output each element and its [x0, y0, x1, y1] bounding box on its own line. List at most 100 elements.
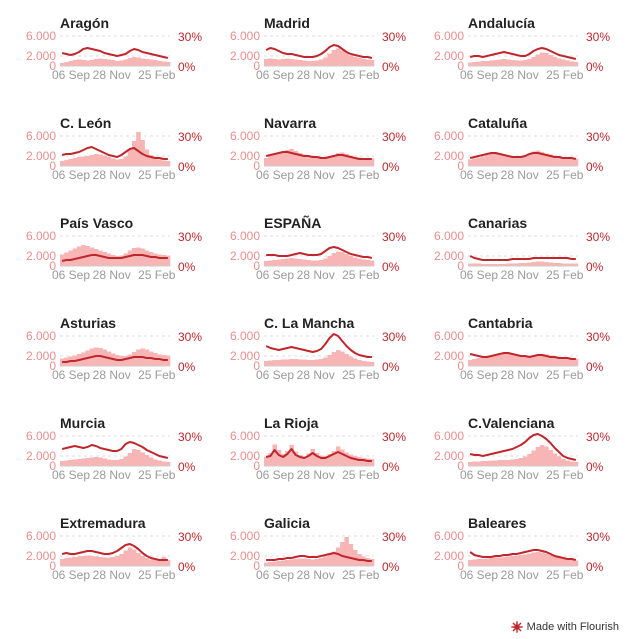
- bar: [565, 460, 570, 466]
- y-left-tick-label: 0: [457, 459, 464, 473]
- bar: [569, 263, 575, 266]
- bar: [365, 59, 371, 66]
- bar: [289, 445, 294, 466]
- bar: [365, 361, 371, 366]
- y-right-tick-label: 0%: [382, 60, 400, 74]
- bar: [302, 558, 307, 566]
- bar: [144, 59, 150, 66]
- y-left-tick-label: 0: [457, 559, 464, 573]
- bar: [493, 152, 498, 166]
- bar: [148, 155, 154, 166]
- bar: [302, 154, 307, 166]
- bar: [527, 356, 532, 366]
- flourish-credit[interactable]: Made with Flourish: [510, 621, 619, 633]
- y-right-tick-label: 0%: [586, 260, 604, 274]
- series-line: [61, 441, 169, 459]
- bar: [531, 57, 536, 66]
- bar: [85, 60, 90, 66]
- chart-panel-c-valenciana: C.Valenciana 0 2.000 6.000 0% 30% 06 Sep 28 Nov…: [408, 408, 612, 508]
- bar: [306, 260, 311, 266]
- x-tick-label: 06 Sep: [52, 368, 90, 382]
- bar: [306, 156, 311, 166]
- bar: [131, 57, 137, 66]
- x-tick-label: 28 Nov: [297, 368, 335, 382]
- bar: [119, 255, 124, 266]
- bar: [340, 351, 345, 366]
- bar: [527, 262, 532, 266]
- chart-c-leon: C. León 02.000 6.000 0% 30% 06 Sep 28 Nov 25 Fe…: [26, 115, 202, 182]
- bar: [569, 461, 575, 466]
- bar: [484, 155, 490, 166]
- bar: [535, 355, 541, 366]
- bar: [119, 159, 124, 166]
- bar: [531, 450, 536, 466]
- bar: [285, 150, 290, 166]
- x-tick-label: 25 Feb: [546, 68, 584, 82]
- bar: [93, 556, 99, 566]
- bar: [327, 256, 332, 266]
- bar: [552, 556, 558, 566]
- chart-title: Murcia: [60, 415, 105, 431]
- y-left-tick-label: 6.000: [26, 529, 56, 543]
- chart-title: País Vasco: [60, 215, 133, 231]
- bar: [335, 350, 341, 366]
- bar: [285, 58, 290, 66]
- bar: [272, 444, 277, 466]
- bar: [556, 557, 562, 566]
- bar: [123, 456, 128, 466]
- bar: [493, 356, 498, 366]
- bar: [472, 461, 477, 466]
- bar: [335, 547, 341, 566]
- bar: [344, 254, 349, 266]
- y-left-tick-label: 6.000: [230, 229, 260, 243]
- bar: [280, 151, 286, 166]
- bar: [102, 59, 107, 66]
- x-tick-label: 25 Feb: [138, 168, 176, 182]
- bar: [489, 558, 494, 566]
- bar: [552, 57, 558, 66]
- bar: [369, 362, 375, 366]
- y-right-tick-label: 30%: [382, 330, 406, 344]
- chart-c-valenciana: C.Valenciana 02.000 6.000 0% 30% 06 Sep 28 Nov…: [434, 415, 610, 482]
- x-tick-label: 06 Sep: [460, 268, 498, 282]
- bar: [306, 559, 311, 566]
- bar: [106, 253, 112, 266]
- bar: [569, 560, 575, 566]
- bar: [60, 559, 65, 566]
- bar: [165, 462, 171, 466]
- chart-c-la-mancha: C. La Mancha 02.000 6.000 0% 30% 06 Sep 28 Nov…: [230, 315, 406, 382]
- y-left-tick-label: 2.000: [434, 49, 464, 63]
- bar: [348, 256, 354, 266]
- bar: [123, 550, 128, 566]
- y-left-tick-label: 0: [49, 159, 56, 173]
- bar: [115, 460, 120, 466]
- x-tick-label: 28 Nov: [93, 568, 131, 582]
- chart-la-rioja: La Rioja 02.000 6.000 0% 30% 06 Sep 28 Nov 25 F…: [230, 415, 406, 482]
- x-tick-label: 25 Feb: [546, 568, 584, 582]
- bar: [93, 59, 99, 66]
- y-right-tick-label: 30%: [586, 30, 610, 44]
- bar: [544, 553, 549, 566]
- bar: [140, 58, 145, 66]
- bar: [153, 459, 158, 466]
- bar: [72, 60, 78, 66]
- bar: [119, 459, 124, 466]
- y-right-tick-label: 0%: [586, 460, 604, 474]
- bar: [476, 157, 481, 166]
- x-tick-label: 06 Sep: [256, 68, 294, 82]
- chart-panel-pais-vasco: País Vasco 0 2.000 6.000 0% 30% 06 Sep 28 Nov 25…: [0, 208, 204, 308]
- bar: [548, 555, 553, 566]
- bar: [561, 459, 566, 466]
- bar: [319, 558, 324, 566]
- bar: [501, 59, 507, 66]
- bar: [361, 458, 366, 466]
- bar: [72, 459, 78, 466]
- bar: [506, 263, 511, 266]
- bar: [64, 160, 69, 166]
- y-left-tick-label: 0: [49, 259, 56, 273]
- bar: [264, 562, 269, 566]
- bar: [102, 252, 107, 266]
- x-tick-label: 28 Nov: [501, 568, 539, 582]
- bar: [144, 149, 150, 166]
- bar: [476, 559, 481, 566]
